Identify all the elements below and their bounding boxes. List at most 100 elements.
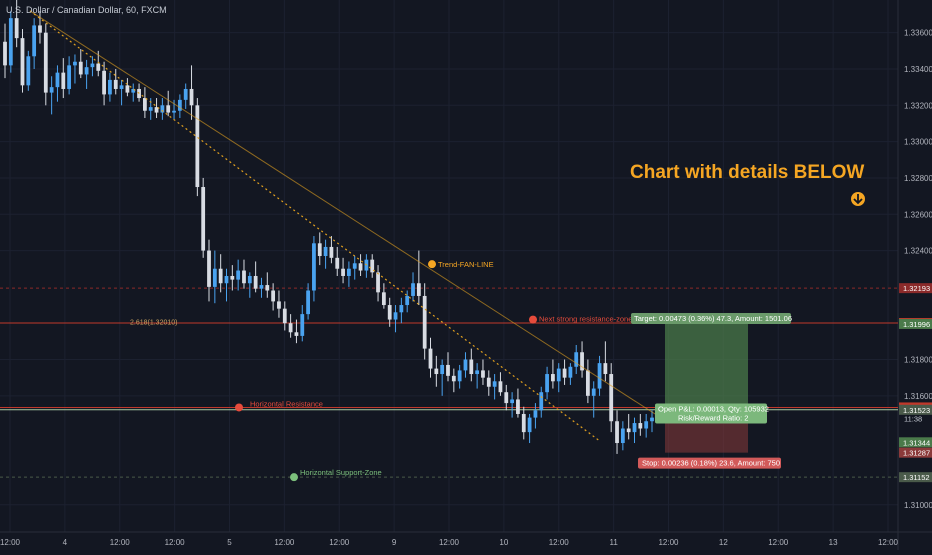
candle-body bbox=[620, 428, 625, 444]
candle-body bbox=[387, 305, 392, 320]
candle-body bbox=[148, 107, 153, 111]
candle-body bbox=[49, 87, 54, 93]
price-axis-label: 1.31996 bbox=[903, 320, 930, 329]
y-tick-label: 1.33000 bbox=[904, 138, 932, 147]
price-axis-label-bg bbox=[899, 404, 932, 415]
candle-body bbox=[422, 295, 427, 349]
candle-body bbox=[626, 428, 631, 433]
price-axis-label-bg bbox=[899, 318, 932, 329]
candle-body bbox=[510, 399, 515, 404]
candle-body bbox=[399, 305, 404, 313]
annotation-trend: Trend-FAN-LINE bbox=[438, 260, 494, 269]
candle-body bbox=[446, 364, 450, 376]
candle-body bbox=[14, 18, 19, 39]
target-label: Target: 0.00473 (0.36%) 47.3, Amount: 15… bbox=[634, 314, 792, 323]
candle-body bbox=[32, 25, 37, 57]
candle-body bbox=[597, 363, 602, 389]
candle-body bbox=[288, 323, 293, 333]
candle-body bbox=[358, 263, 363, 271]
candle-body bbox=[562, 368, 567, 378]
candle-body bbox=[78, 61, 83, 75]
annotation-dot bbox=[529, 315, 537, 324]
candle-body bbox=[125, 85, 130, 93]
candle-body bbox=[38, 25, 42, 33]
candle-body bbox=[469, 359, 474, 375]
candle-body bbox=[177, 99, 182, 111]
candle-body bbox=[230, 275, 235, 280]
candle-body bbox=[26, 56, 31, 86]
candle-body bbox=[300, 314, 305, 336]
candle-body bbox=[434, 368, 439, 375]
candle-body bbox=[574, 352, 579, 367]
trend-dotted-line bbox=[29, 10, 601, 442]
candle-body bbox=[294, 332, 299, 336]
candle-body bbox=[556, 368, 561, 382]
candle-body bbox=[451, 375, 456, 382]
candle-body bbox=[376, 272, 380, 293]
annotation-support-zone: Horizontal Support-Zone bbox=[300, 468, 382, 477]
candle-body bbox=[644, 421, 649, 429]
x-tick-label: 12:00 bbox=[165, 538, 186, 547]
arrow-down-icon-glyph bbox=[853, 194, 863, 205]
candle-body bbox=[498, 381, 503, 393]
candle-body bbox=[247, 275, 252, 284]
candle-body bbox=[609, 374, 614, 422]
candle-body bbox=[463, 359, 468, 371]
candle-body bbox=[253, 275, 258, 289]
candle-body bbox=[55, 72, 60, 88]
candle-body bbox=[370, 259, 375, 273]
candle-body bbox=[183, 88, 188, 100]
candle-body bbox=[166, 105, 171, 113]
candle-body bbox=[113, 79, 118, 89]
candle-body bbox=[242, 270, 246, 284]
candle-body bbox=[189, 88, 194, 106]
price-axis-label: 1.31523 bbox=[903, 406, 930, 415]
candle-body bbox=[212, 268, 217, 287]
candle-body bbox=[20, 38, 25, 86]
candle-body bbox=[580, 352, 584, 371]
candle-body bbox=[521, 413, 526, 433]
candle-body bbox=[551, 374, 555, 382]
annotation-dot bbox=[290, 473, 298, 482]
x-tick-label: 4 bbox=[63, 538, 68, 547]
candle-body bbox=[323, 246, 328, 257]
x-tick-label: 9 bbox=[392, 538, 397, 547]
candle-body bbox=[160, 105, 165, 113]
candle-body bbox=[154, 107, 159, 113]
price-axis-label-bg bbox=[899, 472, 932, 483]
candle-body bbox=[486, 377, 491, 387]
callout-text: Chart with details BELOW bbox=[630, 162, 864, 183]
candle-body bbox=[265, 285, 270, 291]
candle-body bbox=[650, 417, 654, 422]
candle-body bbox=[381, 292, 386, 306]
candle-body bbox=[603, 363, 608, 375]
price-axis-label-bg bbox=[899, 283, 932, 294]
candle-body bbox=[119, 85, 124, 89]
y-tick-label: 1.31800 bbox=[904, 356, 932, 365]
candle-body bbox=[259, 285, 264, 289]
candle-body bbox=[591, 388, 596, 396]
x-tick-label: 12:00 bbox=[110, 538, 131, 547]
target-zone bbox=[665, 323, 748, 409]
candle-body bbox=[638, 423, 643, 429]
candle-body bbox=[539, 392, 544, 411]
candle-body bbox=[43, 32, 48, 93]
open-pl-label: Open P&L: 0.00013, Qty: 105932 bbox=[658, 405, 769, 414]
candle-body bbox=[632, 423, 637, 433]
x-tick-label: 5 bbox=[227, 538, 232, 547]
candle-body bbox=[3, 41, 7, 66]
candle-body bbox=[96, 63, 101, 71]
x-tick-label: 12:00 bbox=[329, 538, 350, 547]
x-tick-label: 12:00 bbox=[549, 538, 570, 547]
candle-body bbox=[67, 65, 72, 89]
stop-label: Stop: 0.00236 (0.18%) 23.6, Amount: 750 bbox=[642, 459, 780, 468]
candle-body bbox=[277, 301, 281, 309]
candle-body bbox=[428, 348, 433, 369]
y-tick-label: 1.33600 bbox=[904, 29, 932, 38]
candle-body bbox=[108, 79, 112, 95]
annotation-resistance-zone: Next strong resistance-zone bbox=[539, 315, 632, 324]
candle-body bbox=[172, 110, 176, 113]
y-tick-label: 1.31000 bbox=[904, 501, 932, 510]
